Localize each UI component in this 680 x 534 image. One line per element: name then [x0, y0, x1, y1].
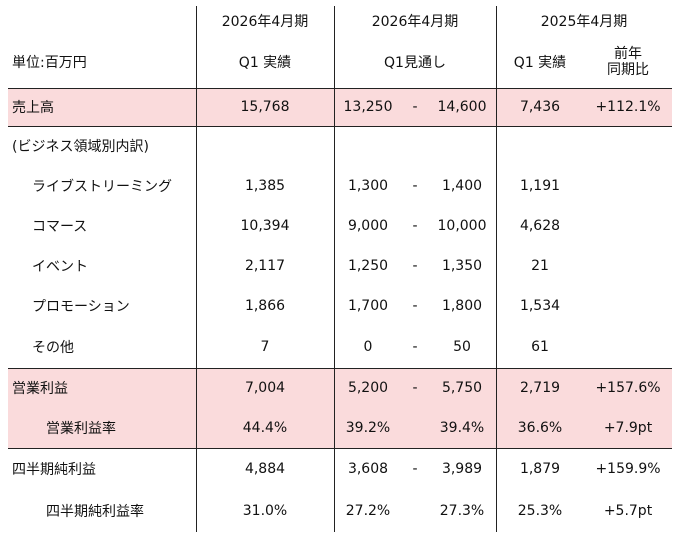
col-c-sub: Q1 実績: [513, 55, 567, 71]
cell-high: 39.4%: [439, 420, 485, 436]
cell-high: 3,989: [441, 461, 483, 477]
cell-low: 1,700: [347, 298, 389, 314]
cell-actual: 4,884: [244, 461, 286, 477]
cell-actual: 2,117: [244, 258, 286, 274]
cell-high: 1,400: [441, 178, 483, 194]
col-c-period: 2025年4月期: [540, 14, 628, 30]
cell-yoy: +7.9pt: [603, 420, 653, 436]
cell-prev: 36.6%: [517, 420, 563, 436]
cell-yoy: +5.7pt: [603, 503, 653, 519]
cell-actual: 7: [260, 339, 270, 355]
cell-high: 10,000: [437, 218, 487, 234]
cell-actual: 10,394: [240, 218, 290, 234]
cell-prev: 2,719: [519, 380, 561, 396]
row-label: 営業利益率: [46, 421, 116, 437]
cell-prev: 61: [531, 339, 549, 355]
cell-prev: 21: [531, 258, 549, 274]
cell-low: 13,250: [343, 99, 393, 115]
table-row: プロモーション 1,866 1,700 - 1,800 1,534: [8, 286, 672, 326]
table-row: (ビジネス領域別内訳): [8, 126, 672, 166]
row-label: 売上高: [12, 100, 54, 116]
cell-yoy: +112.1%: [595, 99, 661, 115]
cell-dash: -: [412, 461, 418, 477]
cell-dash: -: [412, 99, 418, 115]
cell-dash: -: [412, 218, 418, 234]
column-divider: [196, 6, 197, 532]
cell-high: 14,600: [437, 99, 487, 115]
cell-prev: 1,191: [519, 178, 561, 194]
cell-prev: 1,534: [519, 298, 561, 314]
row-label: 四半期純利益: [12, 462, 96, 478]
cell-dash: -: [412, 258, 418, 274]
highlight-operating-profit: [8, 368, 672, 448]
cell-dash: -: [412, 178, 418, 194]
cell-low: 3,608: [347, 461, 389, 477]
col-a-period: 2026年4月期: [221, 14, 309, 30]
cell-low: 1,300: [347, 178, 389, 194]
table-row: 四半期純利益率 31.0% 27.2% 27.3% 25.3% +5.7pt: [8, 490, 672, 532]
col-b-period: 2026年4月期: [371, 14, 459, 30]
row-label: プロモーション: [32, 299, 130, 315]
row-label: イベント: [32, 259, 88, 275]
cell-yoy: +157.6%: [595, 380, 661, 396]
table-row: コマース 10,394 9,000 - 10,000 4,628: [8, 206, 672, 246]
cell-high: 1,350: [441, 258, 483, 274]
cell-prev: 4,628: [519, 218, 561, 234]
cell-low: 27.2%: [345, 503, 391, 519]
cell-actual: 15,768: [240, 99, 290, 115]
col-d-line1: 前年: [614, 46, 642, 62]
row-label: 四半期純利益率: [46, 504, 144, 520]
table-row: 営業利益 7,004 5,200 - 5,750 2,719 +157.6%: [8, 368, 672, 408]
cell-actual: 31.0%: [242, 503, 288, 519]
col-b-sub: Q1見通し: [384, 55, 446, 71]
unit-label: 単位:百万円: [12, 55, 87, 71]
cell-dash: -: [412, 339, 418, 355]
cell-low: 9,000: [347, 218, 389, 234]
table-row: 営業利益率 44.4% 39.2% 39.4% 36.6% +7.9pt: [8, 408, 672, 448]
table-row: イベント 2,117 1,250 - 1,350 21: [8, 246, 672, 286]
table-row: 四半期純利益 4,884 3,608 - 3,989 1,879 +159.9%: [8, 448, 672, 490]
header-row-labels: 単位:百万円 Q1 実績 Q1見通し Q1 実績 前年 同期比: [8, 36, 672, 88]
cell-low: 39.2%: [345, 420, 391, 436]
cell-high: 50: [453, 339, 471, 355]
cell-yoy: +159.9%: [595, 461, 661, 477]
cell-actual: 7,004: [244, 380, 286, 396]
cell-prev: 1,879: [519, 461, 561, 477]
row-divider: [8, 88, 672, 89]
financial-table: 2026年4月期 2026年4月期 2025年4月期 単位:百万円 Q1 実績 …: [8, 6, 672, 532]
cell-prev: 25.3%: [517, 503, 563, 519]
row-divider: [8, 368, 672, 369]
cell-low: 0: [363, 339, 373, 355]
table-row: その他 7 0 - 50 61: [8, 326, 672, 368]
table-row: 売上高 15,768 13,250 - 14,600 7,436 +112.1%: [8, 88, 672, 126]
column-divider: [334, 6, 335, 532]
cell-actual: 1,866: [244, 298, 286, 314]
cell-actual: 44.4%: [242, 420, 288, 436]
cell-high: 27.3%: [439, 503, 485, 519]
cell-dash: -: [412, 380, 418, 396]
header-row-periods: 2026年4月期 2026年4月期 2025年4月期: [8, 6, 672, 36]
col-d-header: 前年 同期比: [584, 36, 672, 88]
cell-dash: -: [412, 298, 418, 314]
row-label: (ビジネス領域別内訳): [12, 139, 149, 155]
cell-prev: 7,436: [519, 99, 561, 115]
cell-high: 1,800: [441, 298, 483, 314]
table-row: ライブストリーミング 1,385 1,300 - 1,400 1,191: [8, 166, 672, 206]
row-label: コマース: [32, 219, 88, 235]
row-label: ライブストリーミング: [32, 179, 172, 195]
cell-low: 5,200: [347, 380, 389, 396]
col-a-sub: Q1 実績: [238, 55, 292, 71]
cell-actual: 1,385: [244, 178, 286, 194]
column-divider: [496, 6, 497, 532]
row-divider: [8, 448, 672, 449]
row-label: 営業利益: [12, 381, 68, 397]
highlight-revenue: [8, 88, 672, 126]
row-divider: [8, 126, 672, 127]
cell-high: 5,750: [441, 380, 483, 396]
col-d-line2: 同期比: [607, 62, 649, 78]
row-label: その他: [32, 340, 74, 356]
cell-low: 1,250: [347, 258, 389, 274]
